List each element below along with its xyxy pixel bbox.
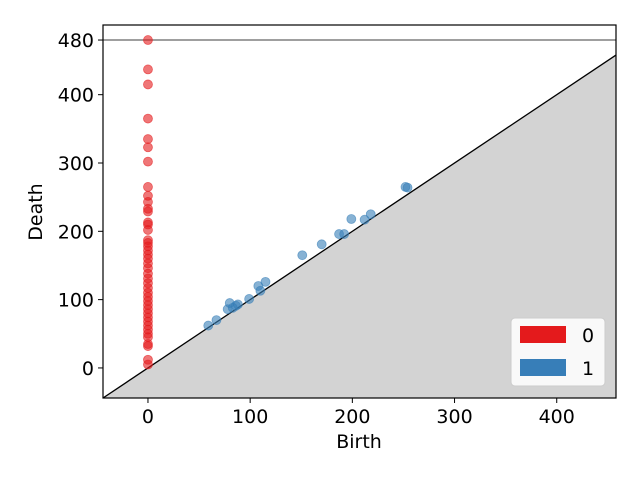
point-dim0-0	[143, 35, 153, 45]
x-tick-label-3: 300	[436, 406, 472, 428]
point-dim1-11	[297, 250, 308, 261]
x-tick-label-1: 100	[232, 406, 268, 428]
point-dim1-9	[255, 285, 266, 296]
point-dim1-12	[316, 239, 327, 250]
x-axis: 0 100 200 300 400	[142, 398, 575, 428]
point-dim0-4	[143, 134, 153, 144]
legend: 0 1	[510, 317, 606, 387]
point-dim1-19	[402, 182, 413, 193]
points-layer	[143, 35, 413, 370]
plot-frame	[102, 24, 617, 399]
point-dim1-0	[203, 320, 214, 331]
y-tick-label-4: 400	[58, 85, 94, 107]
point-dim1-10	[260, 276, 271, 287]
x-tick-label-2: 200	[334, 406, 370, 428]
y-tick-label-5: 480	[58, 30, 94, 52]
point-dim0-42	[143, 359, 153, 370]
y-axis-label: Death	[25, 183, 47, 240]
point-dim0-40	[143, 341, 153, 351]
y-tick-label-3: 300	[58, 153, 94, 175]
x-tick-label-0: 0	[142, 406, 154, 428]
point-dim1-6	[232, 299, 243, 310]
point-dim1-7	[244, 294, 255, 304]
point-dim0-2	[143, 79, 153, 90]
point-dim0-7	[143, 182, 153, 192]
y-tick-label-0: 0	[82, 358, 94, 380]
point-dim1-14	[339, 229, 350, 239]
plot-area	[103, 35, 616, 398]
x-axis-label: Birth	[336, 431, 382, 453]
point-dim0-3	[143, 113, 153, 124]
y-axis: 0 100 200 300 400 480	[58, 30, 103, 380]
y-tick-label-1: 100	[58, 290, 94, 312]
x-tick-label-4: 400	[539, 406, 575, 428]
legend-label-0: 0	[582, 325, 594, 347]
diagonal-line	[103, 54, 616, 398]
legend-label-1: 1	[582, 358, 594, 380]
y-tick-label-2: 200	[58, 221, 94, 243]
legend-swatch-0	[520, 326, 566, 343]
point-dim0-5	[143, 142, 153, 153]
point-dim1-17	[365, 209, 376, 220]
point-dim0-14	[143, 225, 153, 235]
point-dim0-1	[143, 64, 153, 75]
point-dim1-16	[359, 214, 370, 225]
point-dim1-15	[346, 214, 357, 224]
legend-swatch-1	[520, 359, 566, 376]
point-dim1-1	[211, 315, 222, 326]
point-dim0-11	[143, 206, 153, 217]
point-dim0-6	[143, 156, 153, 167]
